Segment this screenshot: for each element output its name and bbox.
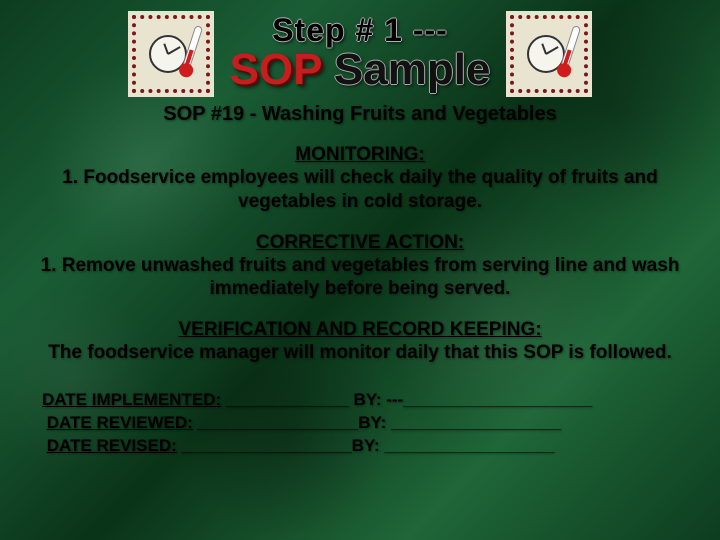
sop-subtitle: SOP #19 - Washing Fruits and Vegetables xyxy=(28,103,692,126)
date-implemented-line: _____________ BY: ---___________________… xyxy=(221,390,592,409)
date-revised-label: DATE REVISED: xyxy=(47,436,177,455)
corrective-heading: CORRECTIVE ACTION: xyxy=(28,232,692,254)
monitoring-heading: MONITORING: xyxy=(28,144,692,166)
corrective-section: CORRECTIVE ACTION: 1. Remove unwashed fr… xyxy=(28,232,692,302)
monitoring-text: 1. Foodservice employees will check dail… xyxy=(28,166,692,214)
date-revised-line: __________________BY: __________________ xyxy=(177,436,555,455)
date-reviewed-label: DATE REVIEWED: xyxy=(47,413,193,432)
header-row: Step # 1 --- SOP Sample xyxy=(0,0,720,95)
stamp-right xyxy=(510,15,588,93)
verification-text: The foodservice manager will monitor dai… xyxy=(28,341,692,365)
monitoring-section: MONITORING: 1. Foodservice employees wil… xyxy=(28,144,692,214)
date-reviewed-line: _________________BY: __________________ xyxy=(193,413,561,432)
step-line: Step # 1 --- xyxy=(230,12,491,49)
date-revised-row: DATE REVISED: __________________BY: ____… xyxy=(42,435,690,458)
sop-sample-title: SOP Sample xyxy=(230,45,491,95)
corrective-text: 1. Remove unwashed fruits and vegetables… xyxy=(28,254,692,302)
sop-word: SOP xyxy=(230,45,322,94)
dates-block: DATE IMPLEMENTED: _____________ BY: ---_… xyxy=(0,383,720,458)
verification-heading: VERIFICATION AND RECORD KEEPING: xyxy=(28,319,692,341)
title-block: Step # 1 --- SOP Sample xyxy=(230,12,491,95)
content-area: SOP #19 - Washing Fruits and Vegetables … xyxy=(0,95,720,365)
sample-word: Sample xyxy=(334,45,491,94)
stamp-left xyxy=(132,15,210,93)
verification-section: VERIFICATION AND RECORD KEEPING: The foo… xyxy=(28,319,692,365)
date-reviewed-row: DATE REVIEWED: _________________BY: ____… xyxy=(42,412,690,435)
date-implemented-row: DATE IMPLEMENTED: _____________ BY: ---_… xyxy=(42,389,690,412)
date-implemented-label: DATE IMPLEMENTED: xyxy=(42,390,221,409)
